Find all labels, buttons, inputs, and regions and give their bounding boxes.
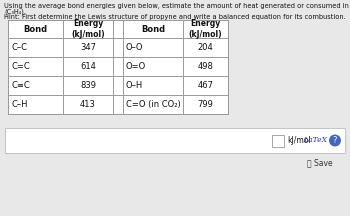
Text: 839: 839: [80, 81, 96, 90]
Text: 614: 614: [80, 62, 96, 71]
Text: O=O: O=O: [126, 62, 146, 71]
Text: Hint: First determine the Lewis structure of propyne and write a balanced equati: Hint: First determine the Lewis structur…: [4, 13, 346, 19]
Text: C–C: C–C: [12, 43, 28, 52]
Text: C=O (in CO₂): C=O (in CO₂): [126, 100, 181, 109]
Text: C=C: C=C: [12, 62, 31, 71]
Text: O–O: O–O: [126, 43, 144, 52]
Text: 347: 347: [80, 43, 96, 52]
Text: 498: 498: [197, 62, 214, 71]
Text: 413: 413: [80, 100, 96, 109]
Text: Energy
(kJ/mol): Energy (kJ/mol): [71, 19, 105, 39]
Text: LaTeX: LaTeX: [303, 137, 327, 145]
Text: O–H: O–H: [126, 81, 143, 90]
Text: 799: 799: [197, 100, 214, 109]
Bar: [272, 135, 284, 147]
Text: Energy
(kJ/mol): Energy (kJ/mol): [189, 19, 222, 39]
Text: ?: ?: [333, 136, 337, 145]
Text: Bond: Bond: [23, 24, 48, 33]
Text: 467: 467: [197, 81, 214, 90]
Text: Bond: Bond: [141, 24, 165, 33]
Text: C–H: C–H: [12, 100, 28, 109]
Bar: [5, 128, 345, 153]
Text: Using the average bond energies given below, estimate the amount of heat generat: Using the average bond energies given be…: [4, 3, 350, 9]
Text: C≡C: C≡C: [12, 81, 31, 90]
Text: 💾 Save: 💾 Save: [307, 159, 333, 167]
Text: kJ/mol: kJ/mol: [287, 136, 311, 145]
Bar: [8, 20, 228, 114]
Text: 204: 204: [198, 43, 214, 52]
Text: (C₃H₄).: (C₃H₄).: [4, 8, 26, 15]
